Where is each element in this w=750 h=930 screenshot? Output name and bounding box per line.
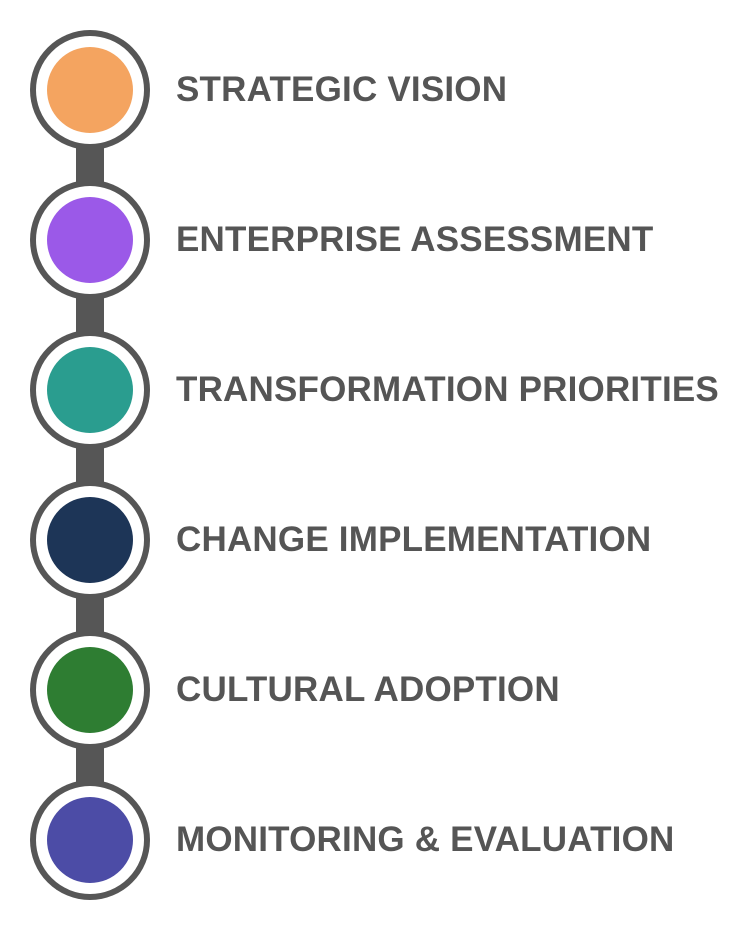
timeline-step-transformation-priorities: TRANSFORMATION PRIORITIES (0, 300, 750, 450)
step-dot (47, 647, 133, 733)
step-node (30, 480, 150, 600)
step-node (30, 330, 150, 450)
timeline-step-cultural-adoption: CULTURAL ADOPTION (0, 600, 750, 750)
step-node (30, 30, 150, 150)
step-label: CHANGE IMPLEMENTATION (176, 520, 652, 559)
step-dot (47, 797, 133, 883)
step-label: STRATEGIC VISION (176, 70, 508, 109)
step-dot (47, 197, 133, 283)
step-node (30, 780, 150, 900)
step-node (30, 180, 150, 300)
step-label: MONITORING & EVALUATION (176, 820, 675, 859)
timeline-step-strategic-vision: STRATEGIC VISION (0, 0, 750, 150)
step-node (30, 630, 150, 750)
timeline-step-change-implementation: CHANGE IMPLEMENTATION (0, 450, 750, 600)
step-dot (47, 47, 133, 133)
timeline-step-monitoring-evaluation: MONITORING & EVALUATION (0, 750, 750, 900)
step-label: CULTURAL ADOPTION (176, 670, 560, 709)
step-dot (47, 497, 133, 583)
step-dot (47, 347, 133, 433)
step-label: ENTERPRISE ASSESSMENT (176, 220, 654, 259)
timeline-step-enterprise-assessment: ENTERPRISE ASSESSMENT (0, 150, 750, 300)
step-label: TRANSFORMATION PRIORITIES (176, 370, 719, 409)
